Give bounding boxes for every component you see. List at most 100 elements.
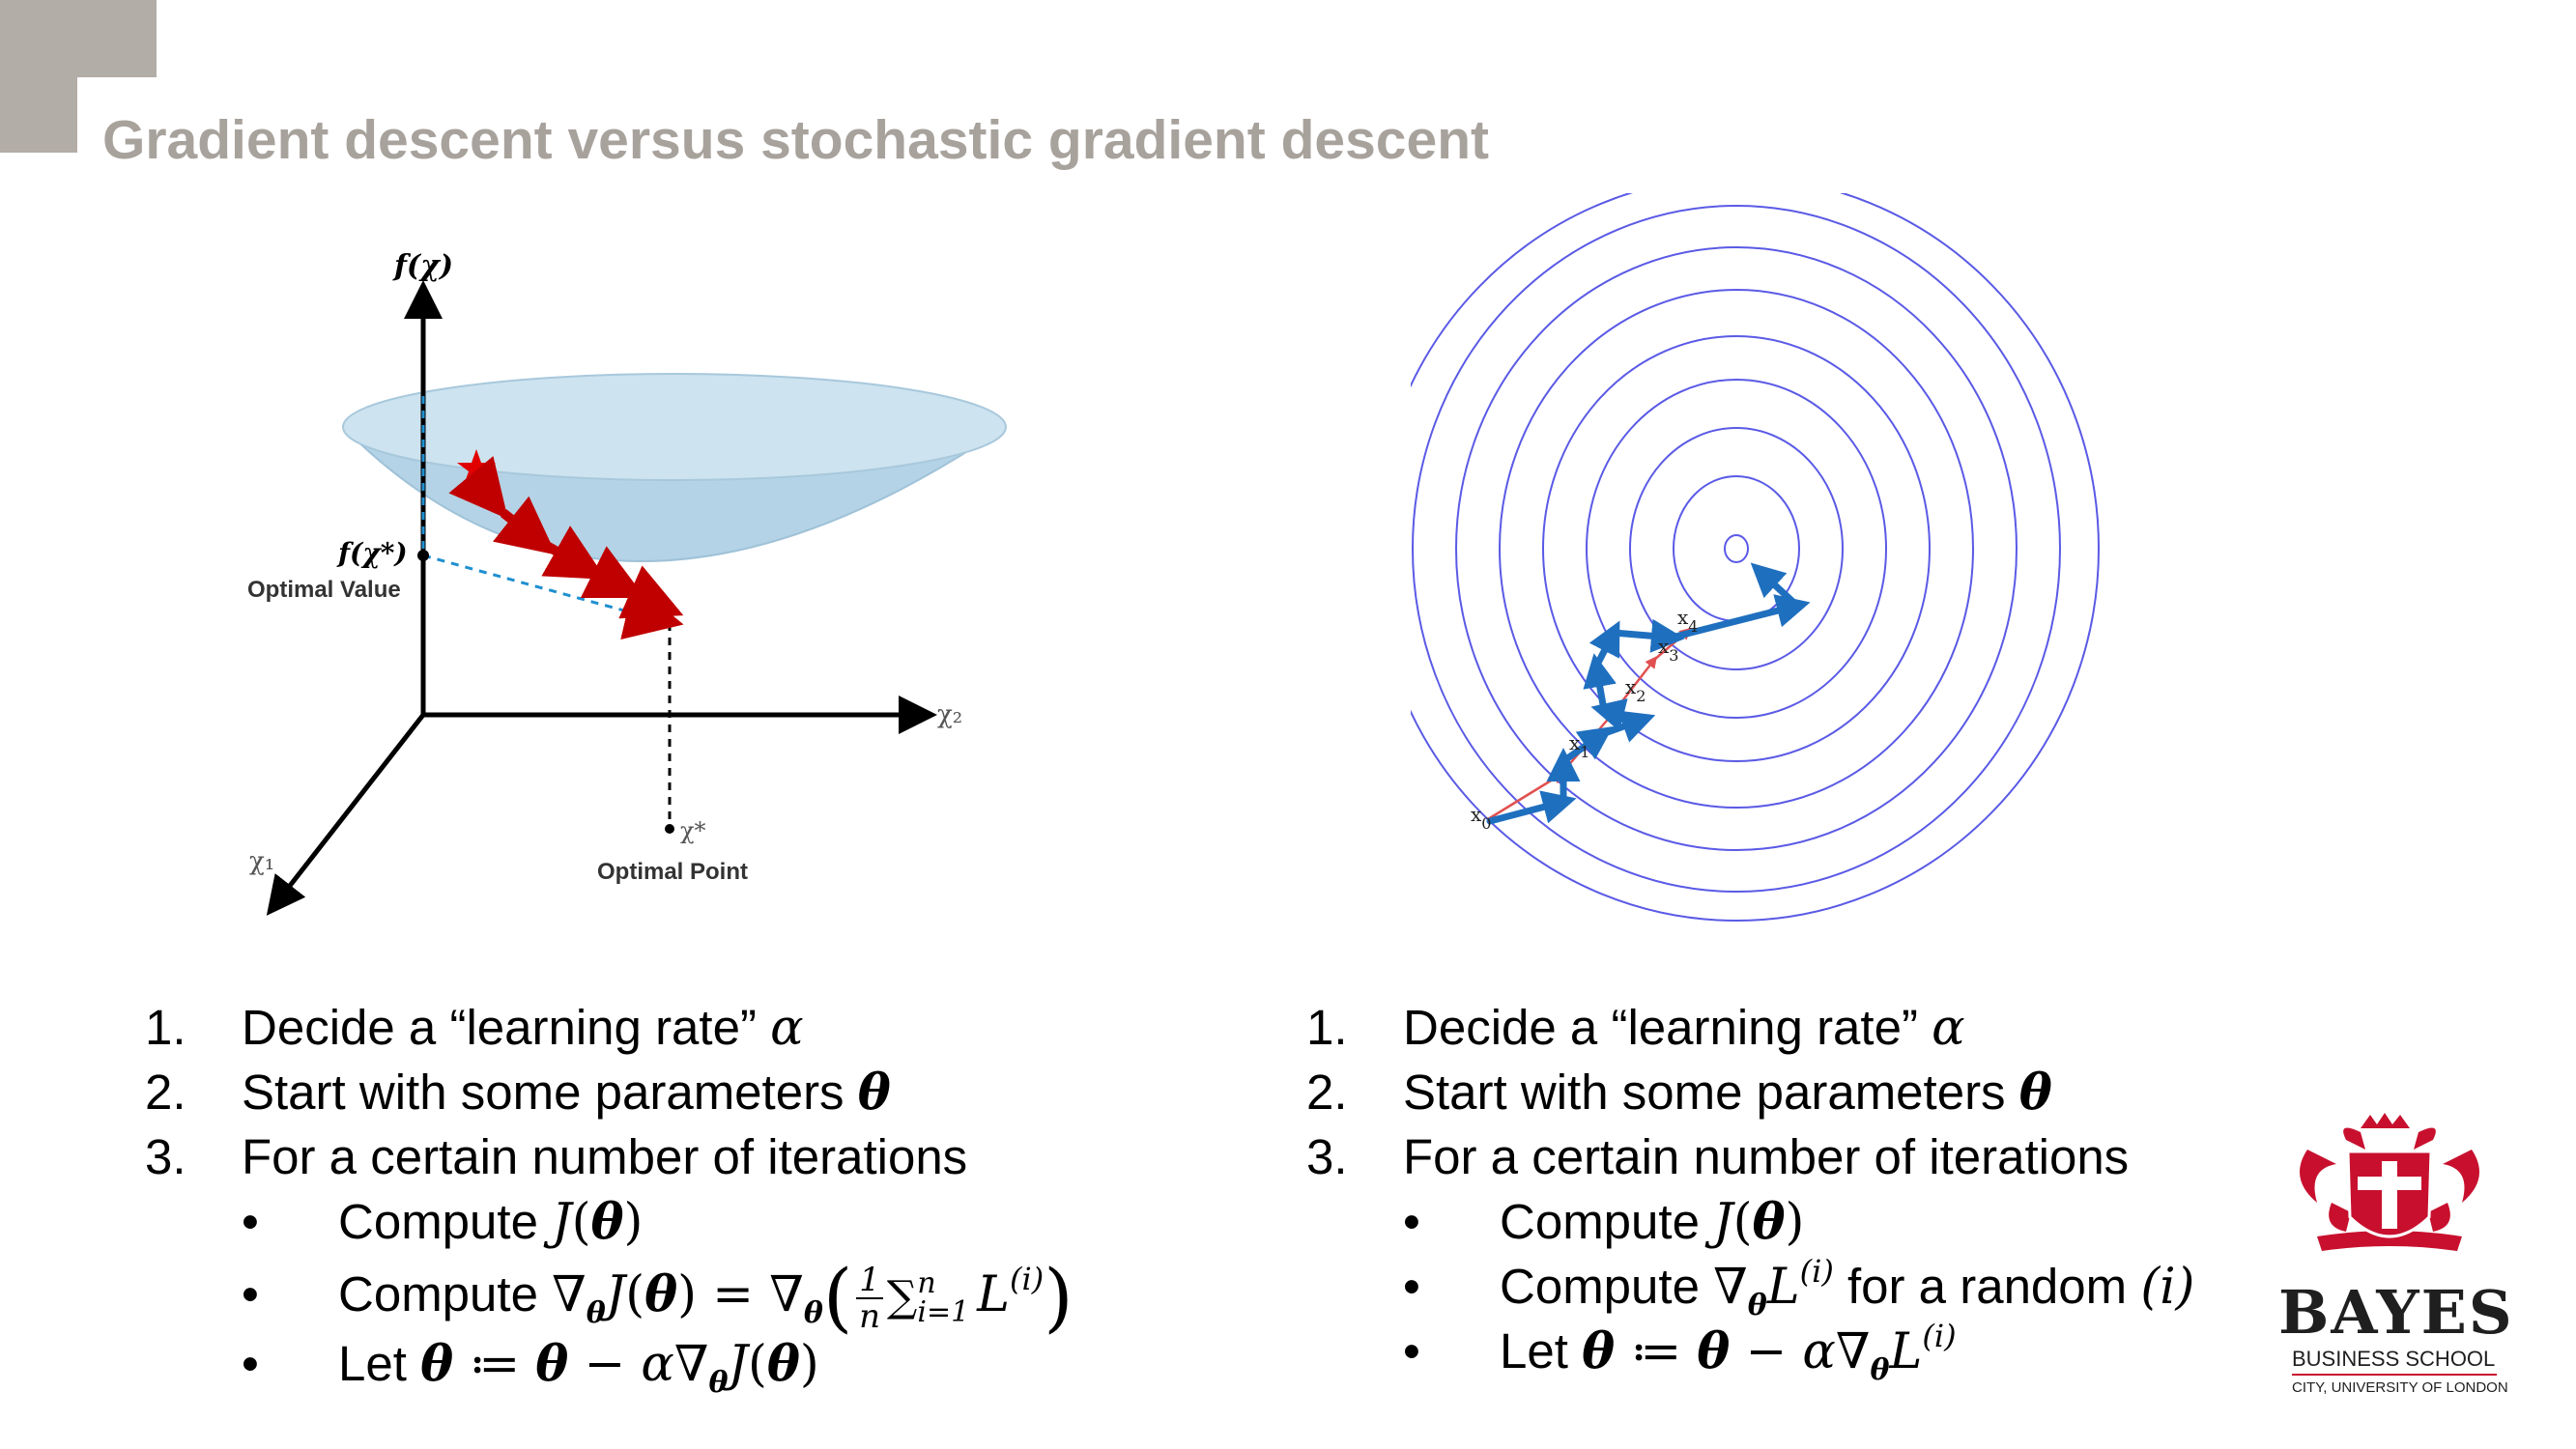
sgd-step-2: 2. Start with some parameters θ bbox=[1306, 1060, 2273, 1124]
gd-substep-3: • Let θ ≔ θ − α∇θJ(θ) bbox=[145, 1331, 1208, 1400]
math-nabla: ∇ bbox=[673, 1336, 709, 1393]
gd-step-1: 1. Decide a “learning rate” α bbox=[145, 995, 1208, 1060]
substep-text: Let bbox=[1500, 1323, 1583, 1378]
math-paren: ( bbox=[625, 1266, 645, 1323]
substep-text: Compute bbox=[1500, 1259, 1714, 1314]
math-paren: ( bbox=[747, 1336, 767, 1393]
math-theta: θ bbox=[644, 1265, 678, 1323]
gd-substep-1: • Compute J(θ) bbox=[145, 1189, 1208, 1254]
gd-step-3: 3. For a certain number of iterations bbox=[145, 1124, 1208, 1189]
math-paren: ( bbox=[1732, 1194, 1753, 1251]
gd-step-2: 2. Start with some parameters θ bbox=[145, 1060, 1208, 1124]
step-text: For a certain number of iterations bbox=[242, 1129, 968, 1184]
step-text: For a certain number of iterations bbox=[1403, 1129, 2130, 1184]
bullet: • bbox=[242, 1336, 259, 1391]
point-x4-label: x4 bbox=[1677, 606, 1698, 636]
math-sub-theta: θ bbox=[1870, 1353, 1890, 1387]
bullet: • bbox=[1403, 1259, 1420, 1314]
logo-subtitle: BUSINESS SCHOOL bbox=[2292, 1347, 2496, 1371]
learning-rate-symbol: α bbox=[1932, 1000, 1965, 1057]
optimal-value-label: Optimal Value bbox=[247, 577, 401, 603]
theta-symbol: θ bbox=[857, 1064, 891, 1122]
math-nabla: ∇ bbox=[552, 1266, 587, 1323]
math-paren: ) bbox=[677, 1266, 698, 1323]
math-L: L bbox=[977, 1266, 1011, 1323]
math-theta: θ bbox=[590, 1193, 624, 1251]
point-x3-label: x3 bbox=[1658, 635, 1678, 665]
bowl-rim bbox=[342, 373, 1007, 481]
gd-path bbox=[1487, 627, 1692, 821]
math-L: L bbox=[1889, 1323, 1923, 1380]
slide-title: Gradient descent versus stochastic gradi… bbox=[102, 109, 1489, 171]
math-big-paren: ( bbox=[822, 1254, 853, 1342]
math-sub-theta: θ bbox=[586, 1296, 606, 1330]
theta-symbol: θ bbox=[2018, 1064, 2052, 1122]
sgd-step-1: 1. Decide a “learning rate” α bbox=[1306, 995, 2273, 1060]
math-paren: ) bbox=[1785, 1194, 1805, 1251]
math-theta: θ bbox=[766, 1335, 800, 1393]
fraction-denominator: n bbox=[859, 1296, 881, 1336]
math-sub-theta: θ bbox=[1747, 1289, 1767, 1322]
sgd-step-3: 3. For a certain number of iterations bbox=[1306, 1124, 2273, 1189]
point-x0-label: x0 bbox=[1471, 803, 1491, 833]
logo-subtitle-2: CITY, UNIVERSITY OF LONDON bbox=[2292, 1379, 2508, 1396]
coat-of-arms-icon bbox=[2278, 1111, 2501, 1280]
step-number: 2. bbox=[145, 1065, 186, 1120]
sgd-steps-list: 1. Decide a “learning rate” α 2. Start w… bbox=[1306, 995, 2273, 1387]
gd-steps bbox=[448, 456, 684, 640]
step-text: Decide a “learning rate” bbox=[242, 1000, 771, 1055]
math-paren: ( bbox=[571, 1194, 591, 1251]
x1-axis-label: χ₁ bbox=[249, 847, 274, 876]
bullet: • bbox=[242, 1194, 259, 1249]
sgd-substep-3: • Let θ ≔ θ − α∇θL(i) bbox=[1306, 1318, 2273, 1387]
step-number: 2. bbox=[1306, 1065, 1348, 1120]
math-sub-theta: θ bbox=[803, 1296, 823, 1330]
substep-text: Compute bbox=[1500, 1194, 1714, 1249]
optimal-point-label: Optimal Point bbox=[597, 859, 748, 885]
math-J: J bbox=[605, 1266, 626, 1323]
learning-rate-symbol: α bbox=[770, 1000, 804, 1057]
math-theta: θ bbox=[420, 1335, 454, 1393]
math-J: J bbox=[1713, 1194, 1733, 1251]
sgd-substep-2: • Compute ∇θL(i) for a random (i) bbox=[1306, 1253, 2273, 1322]
fraction-numerator: 1 bbox=[856, 1263, 883, 1299]
math-nabla: ∇ bbox=[769, 1266, 804, 1323]
point-x1-label: x1 bbox=[1569, 731, 1589, 761]
step-number: 1. bbox=[1306, 1000, 1348, 1055]
math-sup-i: (i) bbox=[1922, 1318, 1957, 1354]
step-number: 3. bbox=[145, 1129, 186, 1184]
sgd-contour-figure: x0 x1 x2 x3 x4 bbox=[1411, 193, 2164, 956]
sgd-path bbox=[1486, 562, 1811, 825]
step-text: Decide a “learning rate” bbox=[1403, 1000, 1932, 1055]
math-theta: θ bbox=[1697, 1322, 1731, 1380]
math-J: J bbox=[552, 1194, 572, 1251]
math-theta: θ bbox=[535, 1335, 569, 1393]
gradient-descent-bowl-figure: f(χ) f(χ*) Optimal Value χ₂ χ₁ χ* Optima… bbox=[222, 232, 1063, 937]
contour-lines bbox=[1411, 193, 2100, 922]
point-x2-label: x2 bbox=[1625, 675, 1646, 705]
corner-decoration-side bbox=[0, 0, 77, 153]
math-equals: = bbox=[697, 1266, 770, 1323]
math-theta: θ bbox=[1752, 1193, 1786, 1251]
math-i: (i) bbox=[2140, 1259, 2195, 1316]
math-nabla: ∇ bbox=[1835, 1323, 1871, 1380]
math-sup-i: (i) bbox=[1010, 1261, 1045, 1297]
bullet: • bbox=[1403, 1194, 1420, 1249]
math-J: J bbox=[728, 1336, 748, 1393]
x2-axis-label: χ₂ bbox=[937, 700, 962, 729]
math-paren: ) bbox=[799, 1336, 819, 1393]
logo-wordmark: BAYES bbox=[2278, 1277, 2514, 1348]
math-alpha: α bbox=[641, 1336, 674, 1393]
logo-divider bbox=[2292, 1374, 2497, 1376]
math-minus: − bbox=[1730, 1323, 1803, 1380]
math-sup-i: (i) bbox=[1799, 1253, 1834, 1290]
math-minus: − bbox=[568, 1336, 642, 1393]
step-number: 1. bbox=[145, 1000, 186, 1055]
step-text: Start with some parameters bbox=[1403, 1065, 2019, 1120]
substep-text: for a random bbox=[1833, 1259, 2141, 1314]
math-sum: ∑ bbox=[886, 1272, 918, 1321]
math-assign: ≔ bbox=[1615, 1323, 1698, 1380]
math-theta: θ bbox=[1582, 1322, 1616, 1380]
gd-steps-list: 1. Decide a “learning rate” α 2. Start w… bbox=[145, 995, 1208, 1400]
sum-limits: n i=1 bbox=[917, 1268, 969, 1327]
